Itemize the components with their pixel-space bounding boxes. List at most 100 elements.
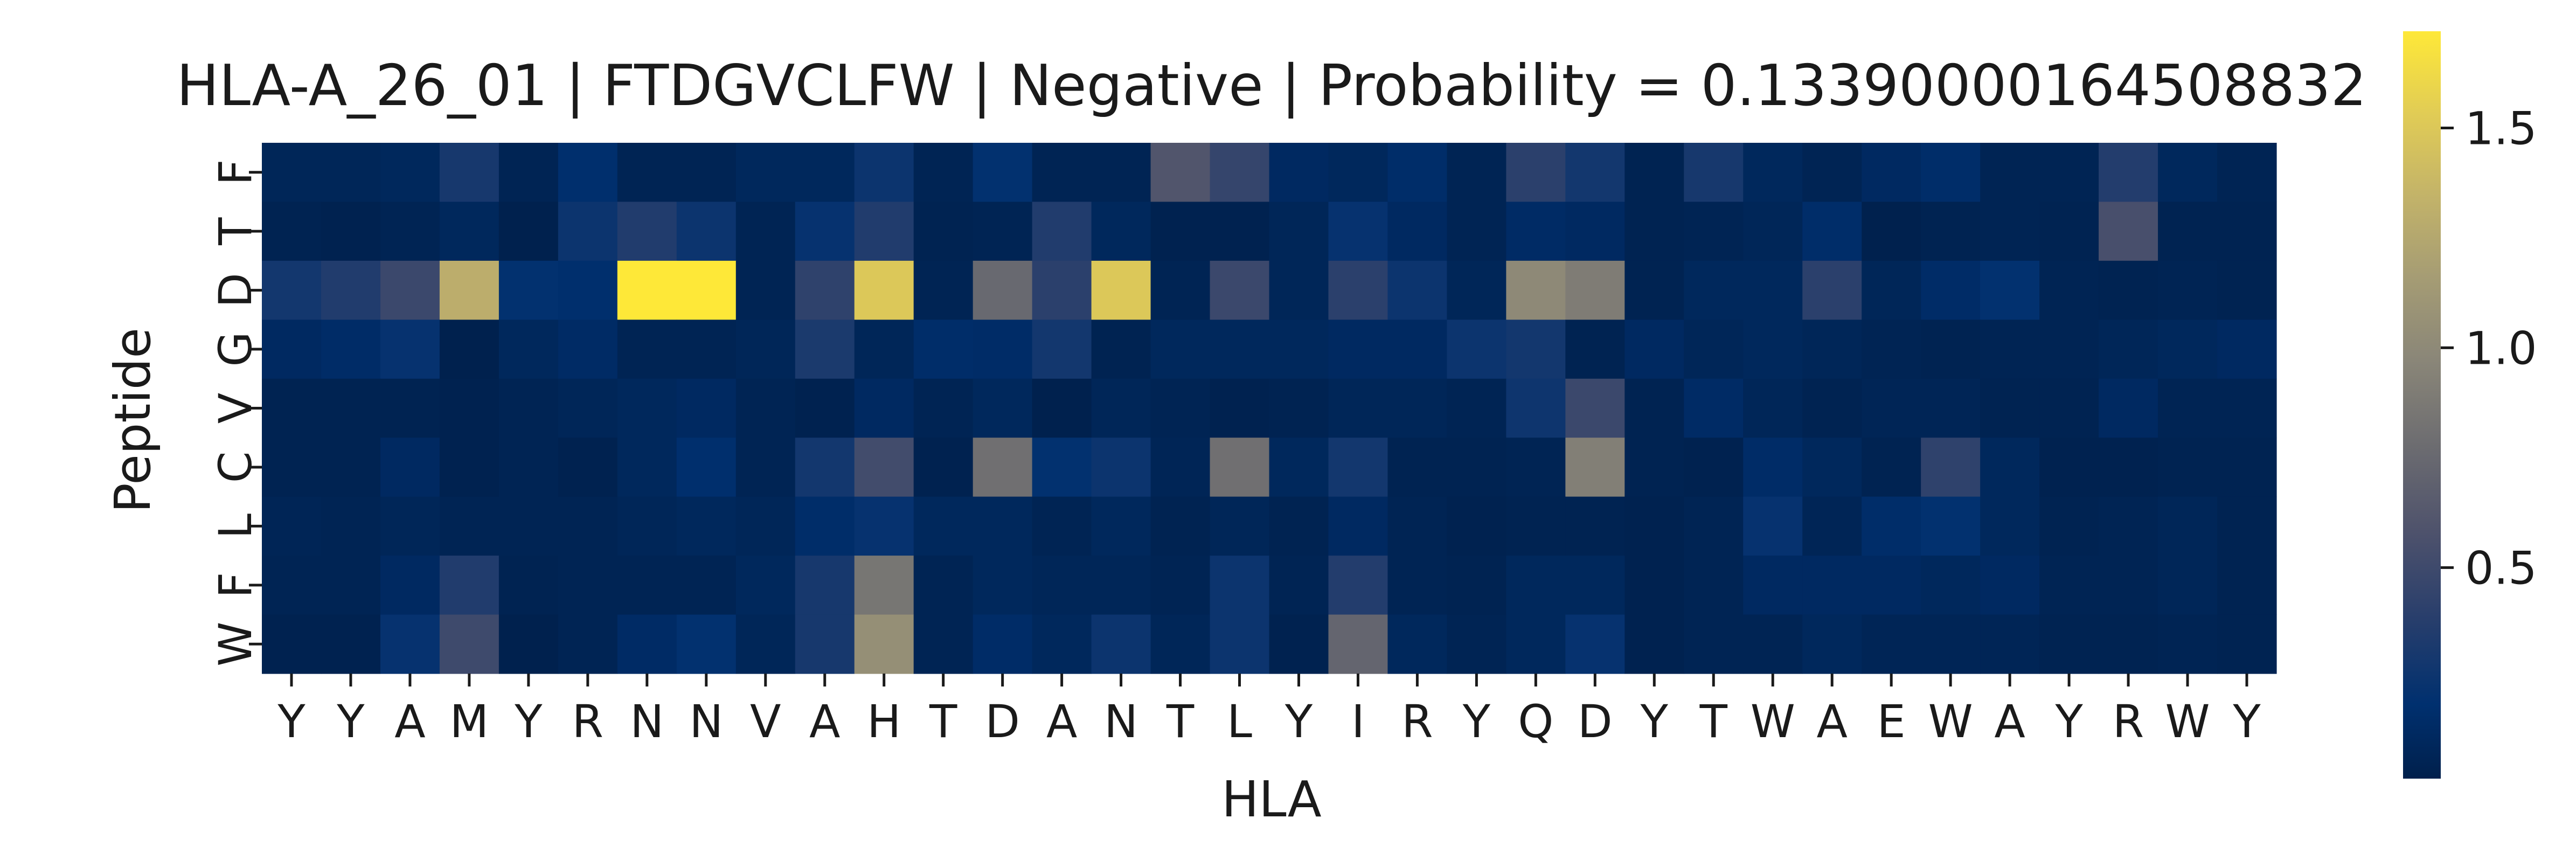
- heatmap-cell: [1328, 260, 1388, 320]
- heatmap-cell: [1032, 143, 1092, 203]
- heatmap-cell: [2039, 496, 2099, 556]
- heatmap-cell: [795, 556, 855, 615]
- heatmap-cell: [558, 143, 618, 203]
- y-axis-ticks: FTDGVCLFW: [209, 159, 262, 667]
- heatmap-cell: [913, 438, 974, 497]
- colorbar: 0.5 1.0 1.5: [2403, 31, 2537, 779]
- heatmap-cell: [1269, 614, 1329, 674]
- heatmap-cell: [498, 496, 559, 556]
- heatmap-cell: [1743, 320, 1803, 379]
- heatmap-cell: [617, 614, 677, 674]
- heatmap-cell: [1565, 320, 1625, 379]
- heatmap-cell: [558, 320, 618, 379]
- heatmap-cell: [854, 260, 914, 320]
- heatmap-cell: [2217, 143, 2277, 203]
- heatmap-cell: [854, 143, 914, 203]
- x-tick-label: A: [1046, 695, 1077, 748]
- heatmap-cell: [1328, 614, 1388, 674]
- heatmap-cell: [439, 556, 499, 615]
- heatmap-cell: [1802, 614, 1862, 674]
- heatmap-cell: [558, 202, 618, 261]
- heatmap-cell: [1802, 438, 1862, 497]
- colorbar-tick-label: 1.5: [2465, 102, 2537, 155]
- heatmap-cell: [2217, 496, 2277, 556]
- x-tick-label: R: [1401, 695, 1433, 748]
- heatmap-cell: [1980, 614, 2040, 674]
- heatmap-cell: [1624, 260, 1684, 320]
- heatmap-cell: [617, 438, 677, 497]
- heatmap-cell: [1032, 378, 1092, 438]
- heatmap-cell: [1150, 614, 1211, 674]
- heatmap-cell: [1684, 378, 1744, 438]
- heatmap-cell: [2039, 556, 2099, 615]
- heatmap-cell: [1624, 320, 1684, 379]
- heatmap-cell: [1862, 438, 1921, 497]
- heatmap-cell: [1091, 143, 1151, 203]
- heatmap-cell: [1091, 378, 1151, 438]
- heatmap-cell: [439, 202, 499, 261]
- heatmap-cell: [617, 202, 677, 261]
- heatmap-cell: [676, 438, 737, 497]
- heatmap-cell: [380, 260, 440, 320]
- heatmap-cell: [913, 202, 974, 261]
- heatmap-cell: [1269, 260, 1329, 320]
- heatmap-cell: [1150, 260, 1211, 320]
- heatmap-cell: [1091, 614, 1151, 674]
- heatmap-cell: [1862, 556, 1921, 615]
- heatmap-cell: [1980, 202, 2040, 261]
- x-tick-label: A: [1994, 695, 2025, 748]
- heatmap-cell: [973, 614, 1033, 674]
- heatmap-cell: [1862, 496, 1921, 556]
- heatmap-cell: [498, 320, 559, 379]
- x-tick-label: N: [1104, 695, 1138, 748]
- heatmap-cell: [1565, 496, 1625, 556]
- heatmap-cell: [1921, 378, 1981, 438]
- heatmap-cell: [973, 496, 1033, 556]
- heatmap-cell: [1387, 496, 1448, 556]
- heatmap-cell: [1387, 556, 1448, 615]
- heatmap-cell: [1565, 614, 1625, 674]
- heatmap-cell: [2099, 556, 2158, 615]
- heatmap-cell: [973, 556, 1033, 615]
- heatmap-cell: [2217, 320, 2277, 379]
- heatmap-cell: [1980, 143, 2040, 203]
- heatmap-cell: [1387, 320, 1448, 379]
- heatmap-cell: [1269, 320, 1329, 379]
- heatmap-cell: [973, 378, 1033, 438]
- heatmap-cell: [854, 378, 914, 438]
- heatmap-cell: [1447, 614, 1506, 674]
- heatmap-cell: [2039, 202, 2099, 261]
- heatmap-cell: [380, 202, 440, 261]
- heatmap-cell: [676, 202, 737, 261]
- heatmap-cell: [439, 378, 499, 438]
- heatmap-cell: [380, 143, 440, 203]
- heatmap-cell: [1921, 260, 1981, 320]
- heatmap-cell: [380, 438, 440, 497]
- heatmap-cell: [1802, 143, 1862, 203]
- heatmap-cell: [735, 143, 796, 203]
- heatmap-cell: [262, 438, 322, 497]
- heatmap-cell: [795, 438, 855, 497]
- x-tick-label: R: [2113, 695, 2144, 748]
- heatmap-cell: [1624, 143, 1684, 203]
- x-tick-label: Q: [1518, 695, 1553, 748]
- heatmap-cell: [2039, 320, 2099, 379]
- heatmap-cell: [2039, 614, 2099, 674]
- heatmap-cell: [1980, 378, 2040, 438]
- heatmap-cell: [262, 496, 322, 556]
- heatmap-cell: [973, 202, 1033, 261]
- heatmap-cell: [1269, 202, 1329, 261]
- heatmap-cell: [1150, 320, 1211, 379]
- y-tick-label: W: [209, 622, 262, 667]
- heatmap-cell: [1862, 202, 1921, 261]
- x-tick-label: L: [1227, 695, 1252, 748]
- y-axis-label: Peptide: [104, 328, 162, 513]
- heatmap-cell: [1921, 556, 1981, 615]
- heatmap-cell: [1328, 438, 1388, 497]
- heatmap-cell: [262, 614, 322, 674]
- heatmap-cell: [321, 260, 381, 320]
- heatmap-cell: [1447, 556, 1506, 615]
- x-tick-label: Y: [1462, 695, 1491, 748]
- heatmap-cell: [1743, 260, 1803, 320]
- heatmap-cell: [1210, 320, 1270, 379]
